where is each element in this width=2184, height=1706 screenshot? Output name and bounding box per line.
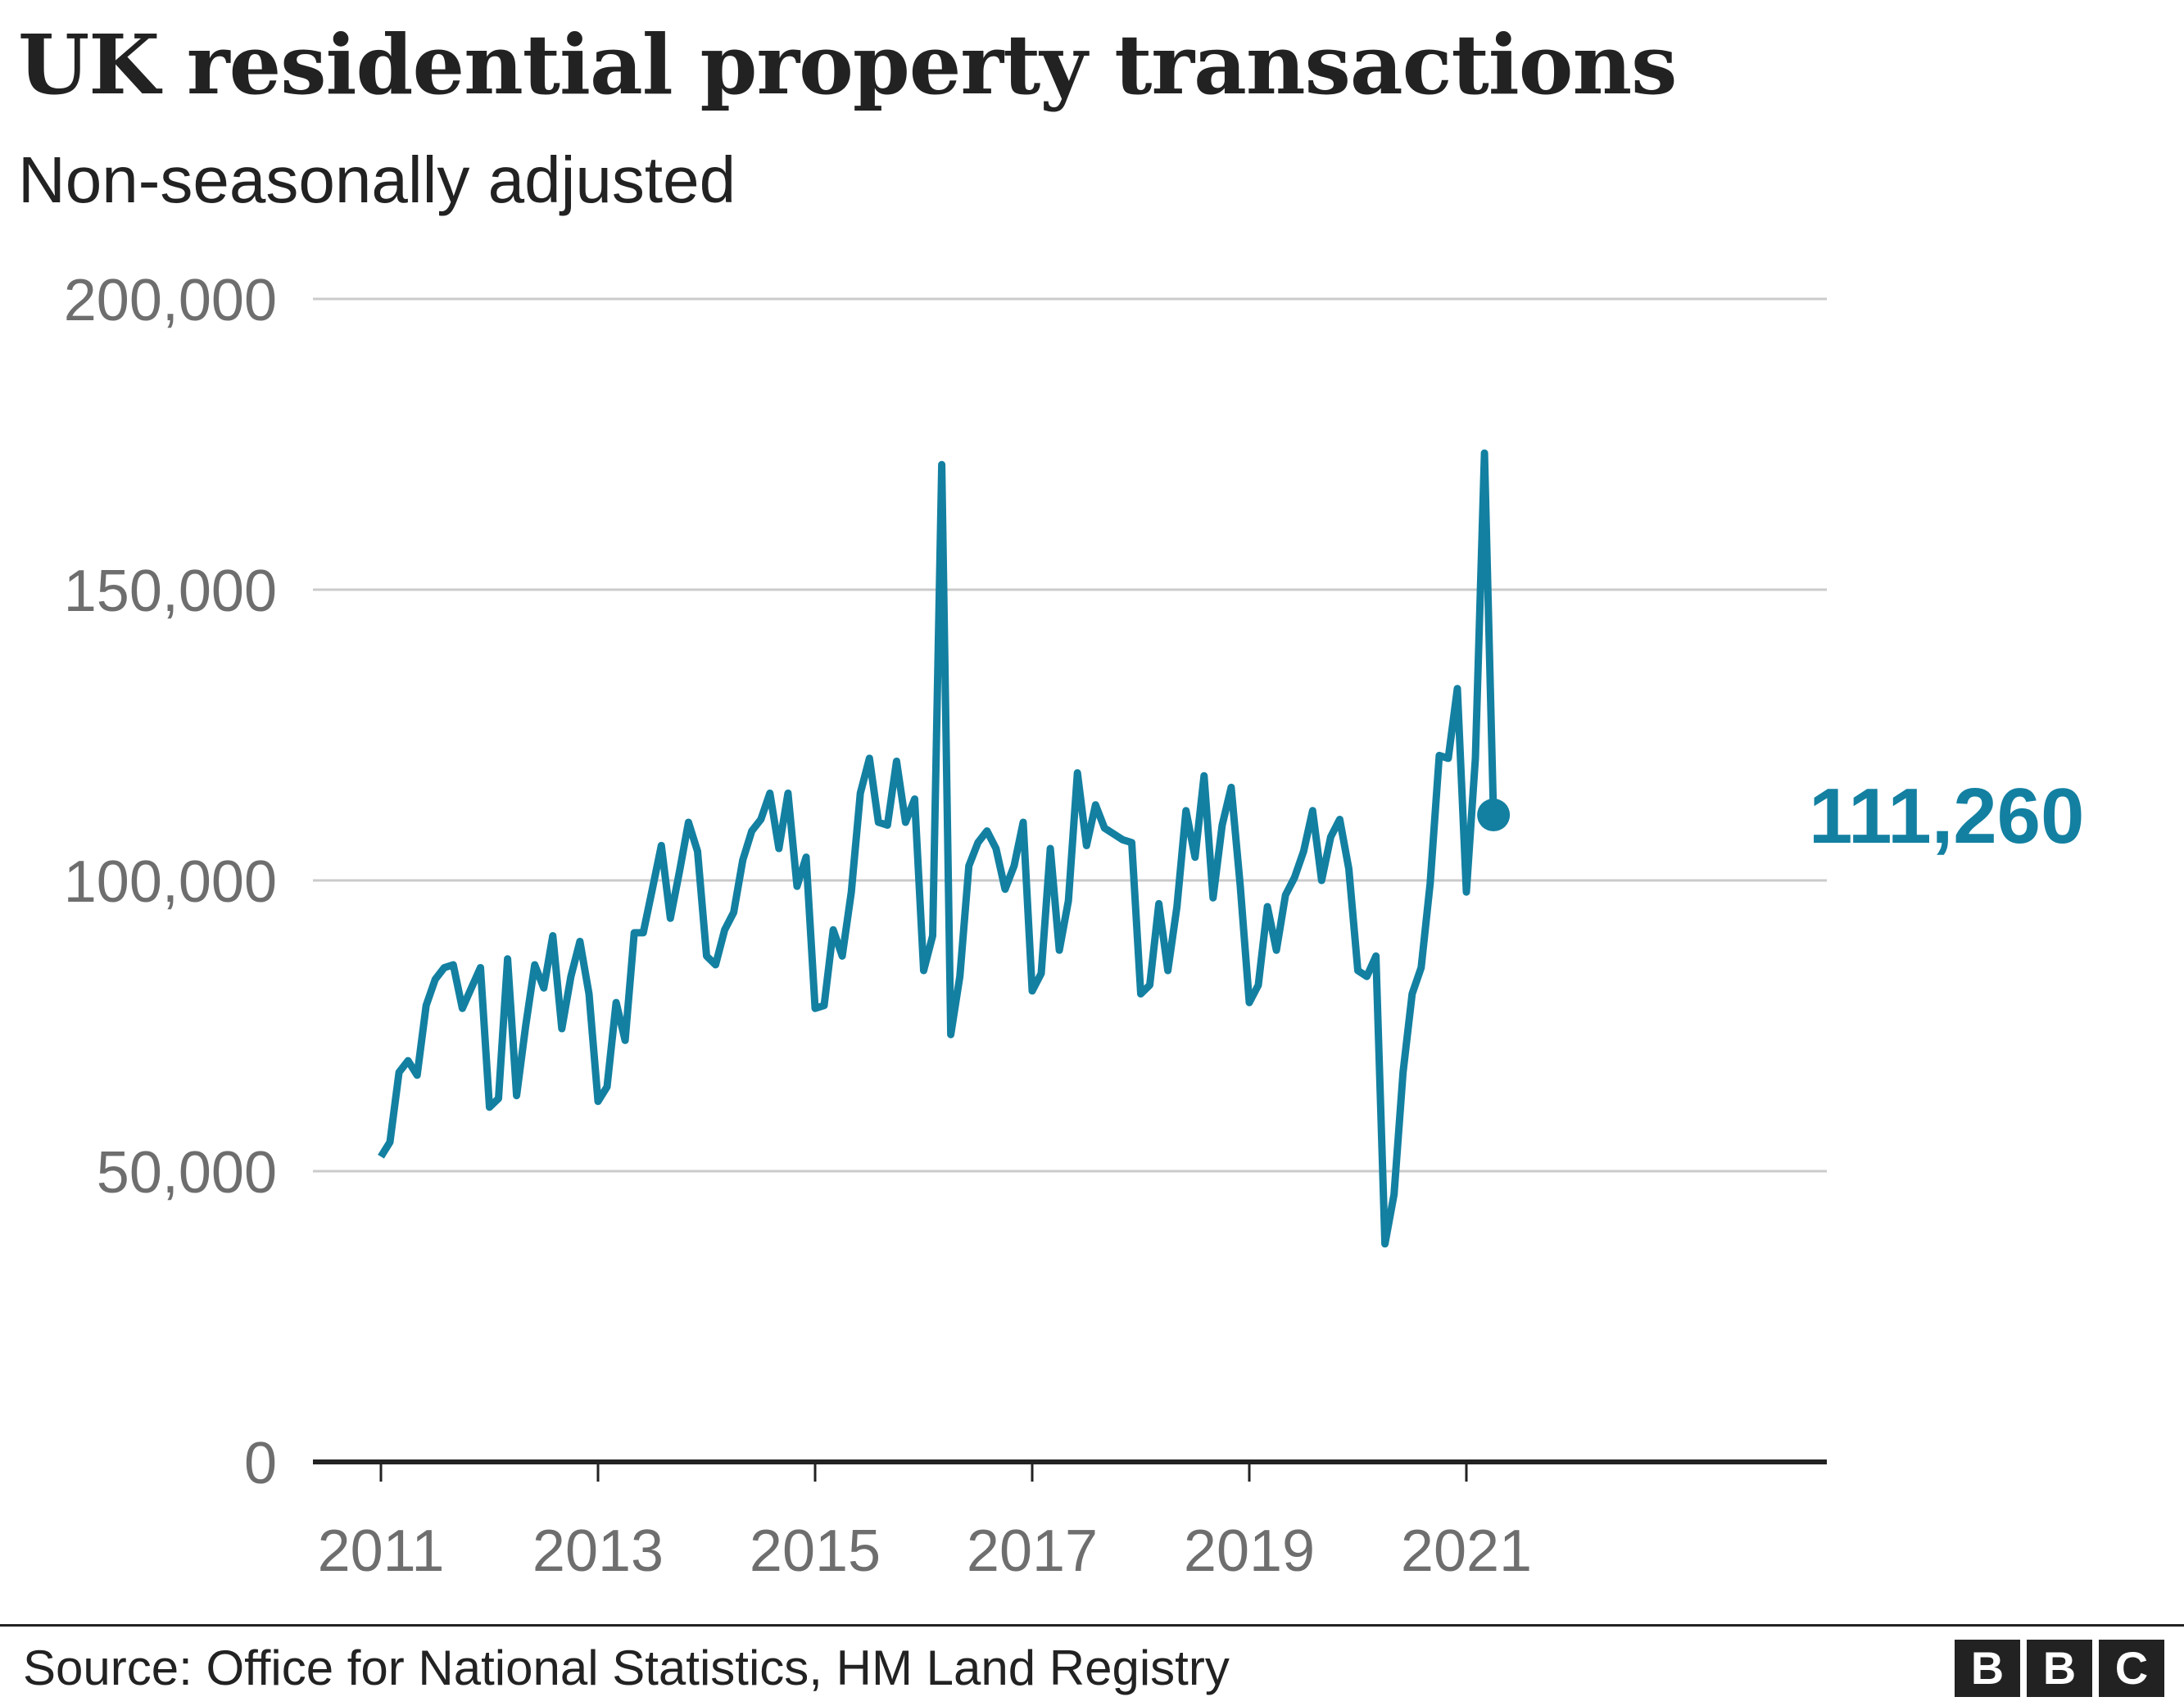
y-tick-label: 50,000: [97, 1140, 277, 1206]
y-axis-ticks: 0 50,000 100,000 150,000 200,000: [64, 268, 277, 1496]
footer-divider: [0, 1624, 2184, 1627]
last-value-label: 111,260: [1809, 772, 2084, 860]
x-tick-label: 2015: [750, 1518, 881, 1584]
y-tick-label: 100,000: [64, 849, 277, 915]
chart-subtitle: Non-seasonally adjusted: [18, 143, 736, 216]
x-axis-ticks: 2011 2013 2015 2017 2019 2021: [318, 1462, 1532, 1584]
x-tick-label: 2011: [318, 1518, 445, 1584]
last-value-point: [1477, 799, 1511, 832]
source-note: Source: Office for National Statistics, …: [23, 1640, 1230, 1695]
y-tick-label: 150,000: [64, 559, 277, 624]
x-tick-label: 2019: [1184, 1518, 1315, 1584]
logo-letter: C: [2099, 1640, 2164, 1697]
x-tick-label: 2013: [532, 1518, 664, 1584]
logo-letter: B: [2027, 1640, 2092, 1697]
bbc-logo: B B C: [1955, 1640, 2164, 1697]
logo-letter: B: [1955, 1640, 2020, 1697]
x-tick-label: 2017: [967, 1518, 1098, 1584]
annotation-layer: 111,260: [1477, 772, 2084, 860]
y-tick-label: 200,000: [64, 268, 277, 333]
x-tick-label: 2021: [1401, 1518, 1532, 1584]
series-layer: [378, 449, 1498, 1248]
chart-title: UK residential property transactions: [18, 16, 1677, 113]
y-tick-label: 0: [244, 1431, 277, 1496]
series-line: [378, 449, 1498, 1248]
gridlines: [313, 297, 1827, 1464]
